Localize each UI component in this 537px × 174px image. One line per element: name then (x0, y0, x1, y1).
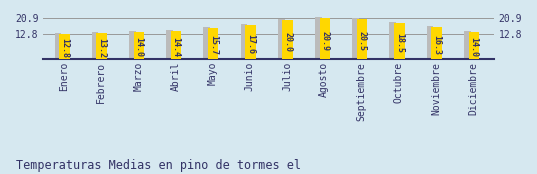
Bar (427, 26, 433, 59)
Bar (464, 31, 470, 59)
Bar (208, 29, 219, 59)
Text: 16.3: 16.3 (432, 35, 441, 55)
Text: 14.4: 14.4 (171, 37, 180, 57)
Bar (92, 32, 98, 59)
Bar (431, 27, 442, 59)
Bar (171, 31, 182, 59)
Bar (166, 30, 173, 59)
Bar (278, 19, 285, 59)
Bar (245, 25, 256, 59)
Bar (59, 34, 70, 59)
Text: 17.6: 17.6 (246, 34, 255, 54)
Text: 12.8: 12.8 (60, 38, 69, 58)
Bar (389, 22, 396, 59)
Bar (55, 33, 61, 59)
Text: Temperaturas Medias en pino de tormes el: Temperaturas Medias en pino de tormes el (16, 159, 301, 172)
Text: 20.0: 20.0 (283, 31, 292, 52)
Text: 20.9: 20.9 (321, 31, 329, 51)
Text: 14.0: 14.0 (469, 37, 478, 57)
Text: 18.5: 18.5 (395, 33, 404, 53)
Text: 13.2: 13.2 (97, 38, 106, 58)
Text: 20.5: 20.5 (358, 31, 367, 51)
Bar (352, 18, 359, 59)
Bar (394, 23, 404, 59)
Bar (469, 32, 479, 59)
Bar (204, 27, 210, 59)
Bar (129, 31, 136, 59)
Bar (282, 20, 293, 59)
Bar (320, 18, 330, 59)
Bar (357, 19, 367, 59)
Bar (315, 17, 322, 59)
Bar (241, 24, 248, 59)
Text: 14.0: 14.0 (134, 37, 143, 57)
Bar (97, 33, 107, 59)
Bar (134, 32, 144, 59)
Text: 15.7: 15.7 (209, 35, 218, 55)
